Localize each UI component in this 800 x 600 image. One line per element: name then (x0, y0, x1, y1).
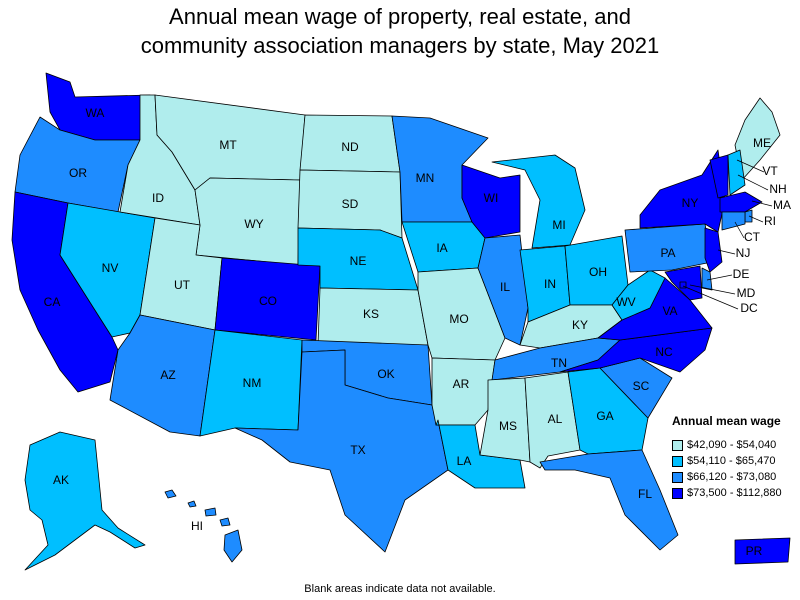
label-VA: VA (662, 304, 677, 318)
label-MN: MN (416, 171, 435, 185)
label-OH: OH (589, 265, 607, 279)
state-VT[interactable] (709, 154, 729, 199)
label-MA: MA (773, 198, 791, 212)
label-CO: CO (259, 294, 277, 308)
legend-label: $54,110 - $65,470 (687, 455, 776, 467)
legend-swatch (672, 487, 683, 499)
label-OR: OR (69, 166, 87, 180)
state-ME[interactable] (734, 97, 781, 181)
legend-item: $73,500 - $112,880 (672, 485, 800, 501)
label-OK: OK (377, 367, 394, 381)
state-TX[interactable] (234, 349, 449, 553)
label-TN: TN (551, 356, 567, 370)
state-MA[interactable] (719, 191, 763, 213)
legend-item: $66,120 - $73,080 (672, 469, 800, 485)
state-WV[interactable] (611, 269, 666, 321)
state-DE[interactable] (701, 267, 713, 291)
label-PA: PA (660, 246, 675, 260)
legend-swatch (672, 455, 683, 467)
label-FL: FL (638, 487, 652, 501)
legend-label: $66,120 - $73,080 (687, 471, 777, 483)
map-legend: Annual mean wage $42,090 - $54,040 $54,1… (672, 414, 800, 501)
label-DE: DE (733, 267, 750, 281)
label-NH: NH (769, 182, 786, 196)
label-AZ: AZ (160, 368, 175, 382)
label-PR: PR (746, 544, 763, 558)
map-title: Annual mean wage of property, real estat… (0, 2, 800, 60)
state-LA[interactable] (435, 419, 526, 489)
state-NJ[interactable] (704, 227, 723, 273)
state-CO[interactable] (214, 257, 321, 341)
label-HI: HI (191, 519, 203, 533)
state-labels: WA OR CA NV ID MT WY UT CO AZ NM ND SD N… (44, 106, 791, 558)
legend-item: $42,090 - $54,040 (672, 437, 800, 453)
legend-label: $73,500 - $112,880 (687, 487, 782, 499)
state-CT[interactable] (721, 211, 746, 231)
state-FL[interactable] (539, 449, 679, 551)
legend-swatch (672, 471, 683, 483)
label-MI: MI (552, 218, 565, 232)
label-ME: ME (753, 136, 771, 150)
label-WI: WI (484, 191, 499, 205)
legend-label: $42,090 - $54,040 (687, 439, 777, 451)
label-SD: SD (342, 197, 359, 211)
label-KY: KY (572, 318, 588, 332)
legend-item: $54,110 - $65,470 (672, 453, 800, 469)
label-NY: NY (682, 196, 699, 210)
label-MT: MT (219, 138, 237, 152)
label-WA: WA (86, 106, 105, 120)
label-ND: ND (341, 140, 359, 154)
label-CT: CT (744, 230, 761, 244)
label-MD: MD (737, 286, 756, 300)
label-AK: AK (53, 473, 69, 487)
label-AL: AL (548, 412, 563, 426)
legend-title: Annual mean wage (672, 414, 781, 428)
label-MS: MS (499, 419, 517, 433)
label-NJ: NJ (736, 246, 751, 260)
label-WV: WV (616, 295, 635, 309)
state-OR[interactable] (14, 116, 141, 213)
label-leader-lines (682, 159, 773, 310)
state-AK[interactable] (24, 431, 146, 571)
map-title-line-1: Annual mean wage of property, real estat… (169, 4, 631, 29)
state-NH[interactable] (727, 149, 746, 196)
state-AR[interactable] (431, 357, 496, 426)
state-RI[interactable] (744, 209, 753, 223)
label-IA: IA (436, 241, 447, 255)
state-PR[interactable] (734, 537, 791, 565)
label-NE: NE (350, 254, 367, 268)
state-HI[interactable] (164, 489, 243, 563)
label-KS: KS (363, 307, 379, 321)
state-WI[interactable] (461, 164, 521, 239)
label-TX: TX (350, 443, 365, 457)
footnote: Blank areas indicate data not available. (304, 583, 496, 595)
label-UT: UT (174, 278, 191, 292)
label-ID: ID (152, 191, 164, 205)
label-IL: IL (500, 280, 510, 294)
map-title-line-2: community association managers by state,… (140, 33, 660, 58)
label-VT: VT (762, 164, 778, 178)
label-LA: LA (457, 454, 472, 468)
label-IN: IN (544, 277, 556, 291)
label-NC: NC (655, 345, 673, 359)
label-WY: WY (244, 217, 263, 231)
label-DC: DC (740, 301, 758, 315)
legend-swatch (672, 439, 683, 451)
label-NM: NM (243, 376, 262, 390)
label-MO: MO (449, 312, 468, 326)
label-NV: NV (102, 261, 119, 275)
label-SC: SC (633, 379, 650, 393)
label-RI: RI (764, 214, 776, 228)
label-GA: GA (596, 409, 613, 423)
label-CA: CA (44, 295, 61, 309)
label-AR: AR (453, 377, 470, 391)
